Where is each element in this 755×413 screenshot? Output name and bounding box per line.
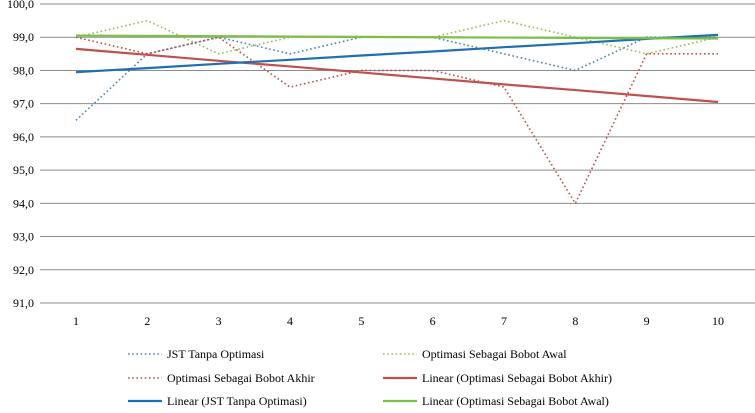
y-tick-label-6: 97,0 — [13, 97, 34, 111]
x-tick-label-0: 1 — [73, 314, 79, 328]
x-tick-label-9: 10 — [712, 314, 724, 328]
legend: JST Tanpa Optimasi Optimasi Sebagai Bobot… — [128, 347, 612, 408]
x-tick-label-7: 8 — [572, 314, 578, 328]
series-layer — [75, 19, 719, 205]
x-tick-label-2: 3 — [216, 314, 222, 328]
y-tick-label-1: 92,0 — [13, 263, 34, 277]
series-line-4 — [75, 33, 719, 74]
y-tick-label-7: 98,0 — [13, 63, 34, 77]
series-line-2 — [75, 36, 718, 205]
y-tick-label-2: 93,0 — [13, 230, 34, 244]
series-line-3 — [75, 47, 719, 104]
y-tick-label-4: 95,0 — [13, 163, 34, 177]
x-tick-label-5: 6 — [430, 314, 436, 328]
axis-layer: 91,0 92,0 93,0 94,0 95,0 96,0 97,0 98,0 99,0 100,… — [7, 0, 724, 328]
legend-label-0: JST Tanpa Optimasi — [167, 347, 265, 361]
y-tick-label-3: 94,0 — [13, 196, 34, 210]
x-tick-label-1: 2 — [144, 314, 150, 328]
y-tick-label-0: 91,0 — [13, 296, 34, 310]
grid-layer — [40, 3, 755, 304]
x-tick-label-8: 9 — [644, 314, 650, 328]
series-line-5 — [75, 34, 719, 40]
legend-label-4: Linear (JST Tanpa Optimasi) — [167, 394, 307, 408]
x-tick-label-3: 4 — [287, 314, 293, 328]
legend-label-3: Linear (Optimasi Sebagai Bobot Akhir) — [422, 371, 612, 385]
legend-label-5: Linear (Optimasi Sebagai Bobot Awal) — [422, 394, 609, 408]
x-tick-label-6: 7 — [501, 314, 507, 328]
y-tick-label-9: 100,0 — [7, 0, 34, 11]
legend-label-1: Optimasi Sebagai Bobot Awal — [422, 347, 567, 361]
legend-label-2: Optimasi Sebagai Bobot Akhir — [167, 371, 315, 385]
x-tick-label-4: 5 — [358, 314, 364, 328]
y-tick-label-5: 96,0 — [13, 130, 34, 144]
y-tick-label-8: 99,0 — [13, 30, 34, 44]
